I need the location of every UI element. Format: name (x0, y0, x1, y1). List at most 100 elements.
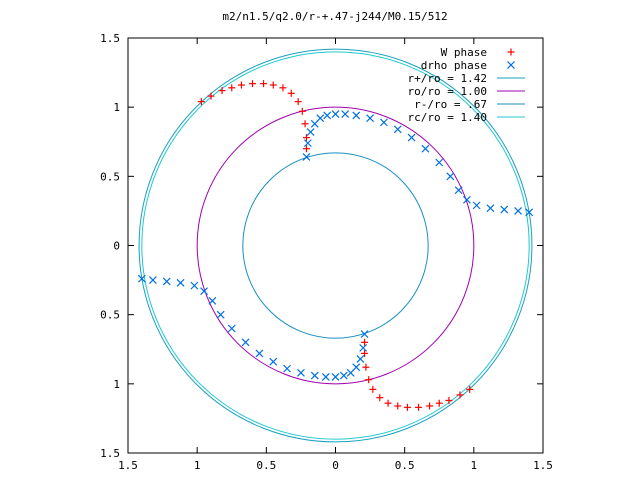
data-point (255, 349, 264, 358)
data-point (321, 372, 330, 381)
data-point (394, 402, 402, 410)
data-point (228, 84, 236, 92)
data-point (407, 133, 416, 142)
data-point (269, 357, 278, 366)
data-point (296, 368, 305, 377)
data-point (435, 399, 443, 407)
reference-circle (242, 152, 429, 339)
data-point (445, 396, 453, 404)
data-point (379, 118, 388, 127)
reference-circle (141, 51, 530, 440)
data-point (361, 349, 369, 357)
x-tick-label: 1 (194, 459, 201, 472)
data-point (365, 376, 373, 384)
data-point (190, 281, 199, 290)
data-point (421, 144, 430, 153)
data-point (359, 343, 368, 352)
data-point (208, 296, 217, 305)
data-point (454, 186, 463, 195)
data-point (403, 403, 411, 411)
y-tick-label: 1.5 (100, 32, 120, 45)
y-tick-label: 1 (113, 378, 120, 391)
data-point (148, 276, 157, 285)
data-point (279, 84, 287, 92)
data-point (356, 355, 365, 363)
data-point (197, 98, 205, 106)
y-tick-label: 1 (113, 101, 120, 114)
data-point (331, 372, 340, 381)
data-point (435, 158, 444, 167)
data-point (393, 125, 402, 134)
axis-ticks: 1.5 1 0.5 0 0.5 1 1.51.510.500.511.5 (100, 32, 553, 472)
data-point (301, 120, 309, 128)
data-point (462, 195, 471, 204)
legend-label: W phase (441, 46, 487, 59)
data-point (302, 145, 310, 153)
legend-swatch (507, 48, 515, 56)
data-point (346, 368, 355, 377)
data-point (216, 310, 225, 319)
data-point (283, 364, 292, 373)
data-point (446, 172, 455, 181)
legend-label: rc/ro = 1.40 (408, 111, 487, 124)
legend-label: r+/ro = 1.42 (408, 72, 487, 85)
y-tick-label: 1.5 (100, 447, 120, 460)
data-point (176, 278, 185, 287)
legend-label: drho phase (421, 59, 487, 72)
y-tick-label: 0.5 (100, 170, 120, 183)
data-point (237, 81, 245, 89)
data-point (241, 338, 250, 347)
y-tick-label: 0.5 (100, 309, 120, 322)
data-point (514, 206, 523, 215)
x-tick-label: 1.5 (533, 459, 553, 472)
data-point (306, 128, 315, 136)
data-point (218, 87, 226, 95)
data-point (341, 110, 350, 119)
data-point (303, 139, 312, 148)
data-point (466, 385, 474, 393)
chart-title: m2/n1.5/q2.0/r-+.47-j244/M0.15/512 (222, 10, 447, 23)
x-tick-label: 1 (471, 459, 478, 472)
data-point (376, 394, 384, 402)
x-tick-label: 1.5 (118, 459, 138, 472)
data-point (207, 92, 215, 100)
y-tick-label: 0 (113, 240, 120, 253)
data-point (302, 153, 311, 161)
data-point (249, 80, 256, 88)
data-point (362, 363, 370, 371)
reference-circle (138, 48, 533, 443)
data-point (500, 205, 509, 214)
x-tick-label: 0.5 (395, 459, 415, 472)
data-point (162, 277, 171, 286)
data-point (525, 208, 534, 217)
data-point (298, 107, 306, 115)
phase-points (137, 80, 534, 411)
reference-circle (196, 106, 475, 385)
data-point (339, 371, 348, 380)
data-point (426, 402, 434, 410)
data-point (472, 201, 481, 210)
data-point (200, 287, 209, 296)
data-point (384, 399, 392, 407)
data-point (486, 204, 495, 213)
data-point (415, 403, 422, 411)
legend-label: ro/ro = 1.00 (408, 85, 487, 98)
data-point (316, 114, 325, 123)
legend-swatch (507, 61, 515, 69)
data-point (269, 81, 277, 89)
data-point (360, 330, 369, 338)
data-point (369, 385, 377, 393)
x-tick-label: 0.5 (256, 459, 276, 472)
data-point (366, 114, 375, 123)
reference-circles (138, 48, 533, 443)
data-point (302, 134, 310, 142)
x-tick-label: 0 (332, 459, 339, 472)
data-point (331, 110, 340, 119)
data-point (352, 111, 361, 120)
data-point (361, 338, 369, 346)
data-point (287, 89, 295, 97)
data-point (323, 111, 332, 120)
data-point (260, 80, 268, 88)
